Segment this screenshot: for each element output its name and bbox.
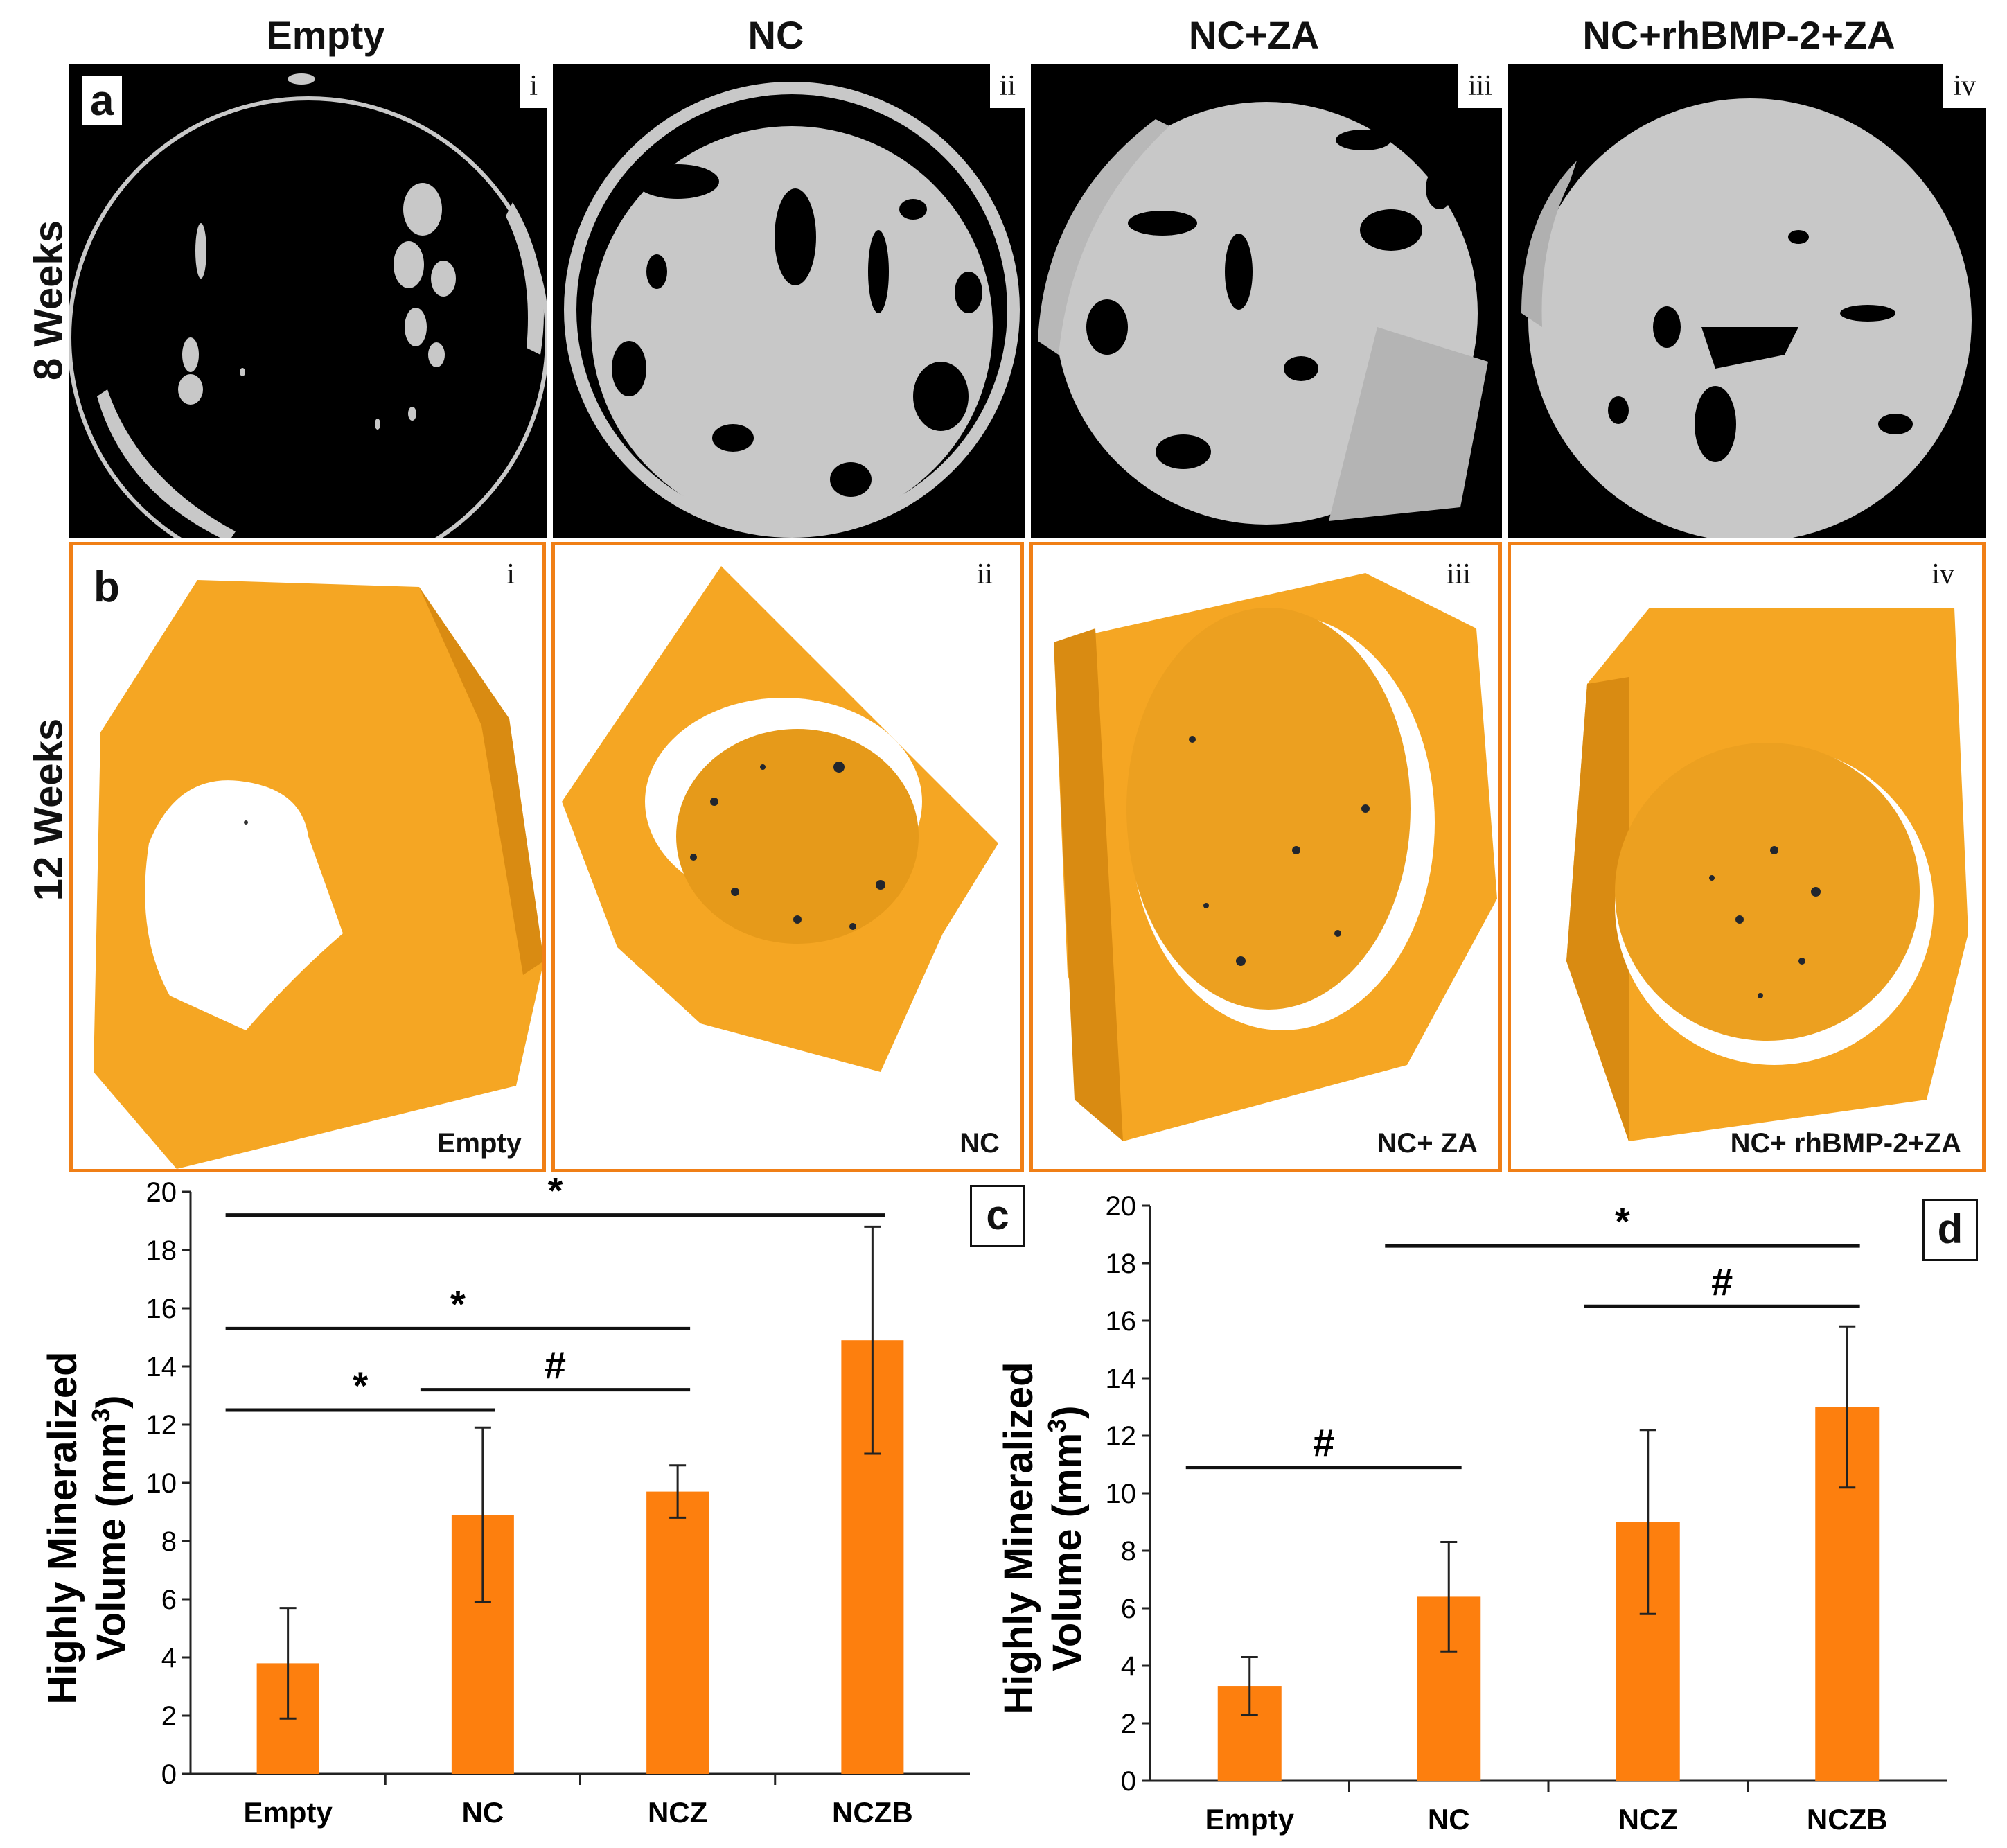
group-label: Empty: [436, 1128, 522, 1159]
roman-label: ii: [989, 64, 1025, 108]
column-title-nc-rhbmp2-za: NC+rhBMP-2+ZA: [1582, 13, 1895, 57]
chart-d-category-label: NCZ: [1618, 1803, 1678, 1836]
chart-c-ytick-label: 20: [146, 1178, 177, 1208]
render-panel-b-iii: iii NC+ ZA: [1029, 542, 1502, 1172]
microct-image-empty: [69, 73, 547, 538]
chart-c-significance-symbol: *: [548, 1178, 563, 1213]
chart-d-svg: Highly Mineralized Volume (mm3) 0 2 4 6 8 10 1…: [996, 1191, 1947, 1836]
chart-d-ytick-label: 12: [1106, 1421, 1137, 1452]
roman-label: i: [506, 558, 515, 590]
chart-d-ytick-label: 4: [1121, 1651, 1136, 1682]
chart-c-bar-ncz: [646, 1491, 709, 1774]
render-image-empty: [94, 580, 542, 1169]
chart-d-ytick-label: 6: [1121, 1594, 1136, 1624]
chart-d-ytick-label: 16: [1106, 1306, 1137, 1337]
chart-d-significance-symbol: #: [1313, 1421, 1334, 1465]
microct-image-nc-za: [1038, 102, 1488, 525]
chart-c-category-label: NCZB: [832, 1796, 913, 1829]
group-label: NC: [960, 1128, 1000, 1159]
chart-d-ytick-label: 18: [1106, 1249, 1137, 1279]
column-title-empty: Empty: [266, 13, 385, 57]
chart-c-ytick-label: 12: [146, 1410, 177, 1441]
chart-d-ytick-label: 10: [1106, 1479, 1137, 1509]
chart-c-ytick-label: 18: [146, 1235, 177, 1266]
chart-c-ytick-label: 0: [161, 1759, 177, 1790]
render-panel-b-iv: iv NC+ rhBMP-2+ZA: [1508, 542, 1986, 1172]
roman-label: iii: [1446, 558, 1471, 590]
chart-c-significance-symbol: *: [450, 1282, 466, 1326]
render-panel-b-i: i Empty: [69, 542, 546, 1172]
panel-letter-c: c: [970, 1185, 1025, 1247]
render-image-nc-za: [1054, 573, 1497, 1141]
chart-c-ylabel-line1: Highly Mineralized: [40, 1351, 85, 1704]
chart-c-ytick-label: 2: [161, 1701, 177, 1732]
roman-label: i: [520, 64, 547, 108]
group-label: NC+ ZA: [1377, 1128, 1478, 1159]
chart-d-ytick-label: 8: [1121, 1536, 1136, 1567]
column-title-nc-za: NC+ZA: [1188, 13, 1320, 57]
panel-letter-b: b: [94, 563, 120, 611]
chart-d: Highly Mineralized Volume (mm3) 0 2 4 6 8 10 1…: [991, 1178, 1995, 1843]
roman-label: iii: [1458, 64, 1502, 108]
chart-d-category-label: NC: [1428, 1803, 1470, 1836]
render-panel-b-ii: ii NC: [551, 542, 1024, 1172]
chart-c-category-label: NC: [462, 1796, 504, 1829]
microct-image-nc-rhbmp2-za: [1521, 98, 1972, 538]
row-label-8-weeks: 8 Weeks: [26, 220, 71, 381]
chart-c-svg: Highly Mineralized Volume (mm3) 0 2 4 6 8 10 1…: [40, 1169, 970, 1829]
microct-panel-a-ii: ii: [553, 64, 1025, 538]
chart-c-ytick-label: 8: [161, 1526, 177, 1557]
row-label-12-weeks: 12 Weeks: [26, 718, 71, 901]
chart-d-ylabel-line1: Highly Mineralized: [996, 1362, 1041, 1714]
roman-label: ii: [976, 558, 993, 590]
chart-c-category-label: Empty: [243, 1796, 333, 1829]
microct-panel-a-iv: iv: [1508, 64, 1986, 538]
chart-c-significance-symbol: *: [353, 1364, 368, 1407]
chart-d-ytick-label: 2: [1121, 1709, 1136, 1739]
chart-d-significance-symbol: #: [1711, 1260, 1733, 1303]
microct-panel-a-iii: iii: [1031, 64, 1502, 538]
chart-d-ytick-label: 14: [1106, 1364, 1137, 1394]
panel-letter-a: a: [82, 76, 123, 125]
chart-c: Highly Mineralized Volume (mm3) 0 2 4 6 8 10 1…: [21, 1169, 1025, 1836]
panel-letter-d: d: [1922, 1199, 1978, 1261]
chart-c-ytick-label: 6: [161, 1585, 177, 1615]
group-label: NC+ rhBMP-2+ZA: [1730, 1128, 1961, 1159]
chart-c-ytick-label: 10: [146, 1468, 177, 1499]
chart-c-category-label: NCZ: [648, 1796, 707, 1829]
chart-d-ytick-label: 20: [1106, 1191, 1137, 1222]
roman-label: iv: [1943, 64, 1986, 108]
chart-c-ylabel-line2: Volume (mm3): [87, 1395, 134, 1660]
chart-c-ytick-label: 14: [146, 1352, 177, 1382]
render-image-nc: [562, 566, 998, 1072]
chart-d-category-label: NCZB: [1807, 1803, 1888, 1836]
chart-d-ytick-label: 0: [1121, 1766, 1136, 1797]
column-title-nc: NC: [748, 13, 804, 57]
chart-c-ytick-label: 16: [146, 1294, 177, 1324]
microct-image-nc: [564, 82, 1020, 538]
chart-d-significance-symbol: *: [1615, 1199, 1630, 1243]
chart-c-significance-symbol: #: [545, 1344, 566, 1387]
roman-label: iv: [1931, 558, 1954, 590]
chart-d-ylabel-line2: Volume (mm3): [1043, 1405, 1090, 1671]
render-image-nc-rhbmp2-za: [1566, 608, 1968, 1141]
chart-c-ytick-label: 4: [161, 1643, 177, 1673]
chart-d-category-label: Empty: [1205, 1803, 1295, 1836]
microct-panel-a-i: i: [69, 64, 547, 538]
